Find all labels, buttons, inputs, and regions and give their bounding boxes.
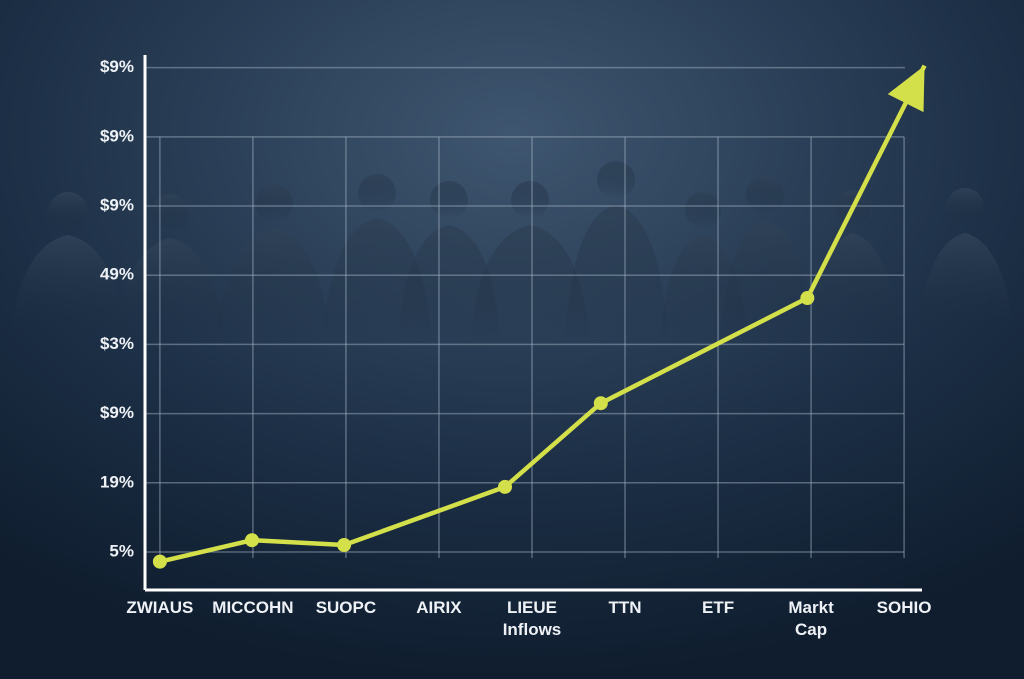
y-tick-label: 19% xyxy=(100,472,134,491)
data-point xyxy=(593,396,608,411)
data-point xyxy=(498,479,513,494)
data-point xyxy=(337,538,352,553)
y-tick-label: $9% xyxy=(100,57,134,76)
y-tick-label: $9% xyxy=(100,126,134,145)
x-tick-label: MICCOHN xyxy=(212,598,294,617)
data-point xyxy=(152,554,167,569)
y-tick-label: 5% xyxy=(109,541,134,560)
plot xyxy=(152,64,927,569)
y-tick-label: $9% xyxy=(100,403,134,422)
y-tick-label: 49% xyxy=(100,265,134,284)
data-point xyxy=(800,291,815,306)
x-tick-label: AIRIX xyxy=(416,598,462,617)
grid xyxy=(145,66,905,558)
y-tick-label: $3% xyxy=(100,334,134,353)
x-tick-label: Markt Cap xyxy=(788,598,834,639)
x-tick-label: ETF xyxy=(701,598,735,617)
people-silhouettes xyxy=(10,161,1015,340)
arrow-head xyxy=(887,65,925,113)
data-point xyxy=(244,533,259,548)
x-tick-label: SOHIO xyxy=(876,598,932,617)
y-tick-label: $9% xyxy=(100,196,134,215)
x-tick-label: ZWIAUS xyxy=(126,598,194,617)
x-tick-label: LIEUE Inflows xyxy=(502,598,562,639)
x-tick-label: SUOPC xyxy=(315,598,377,617)
x-tick-label: TTN xyxy=(608,598,642,617)
